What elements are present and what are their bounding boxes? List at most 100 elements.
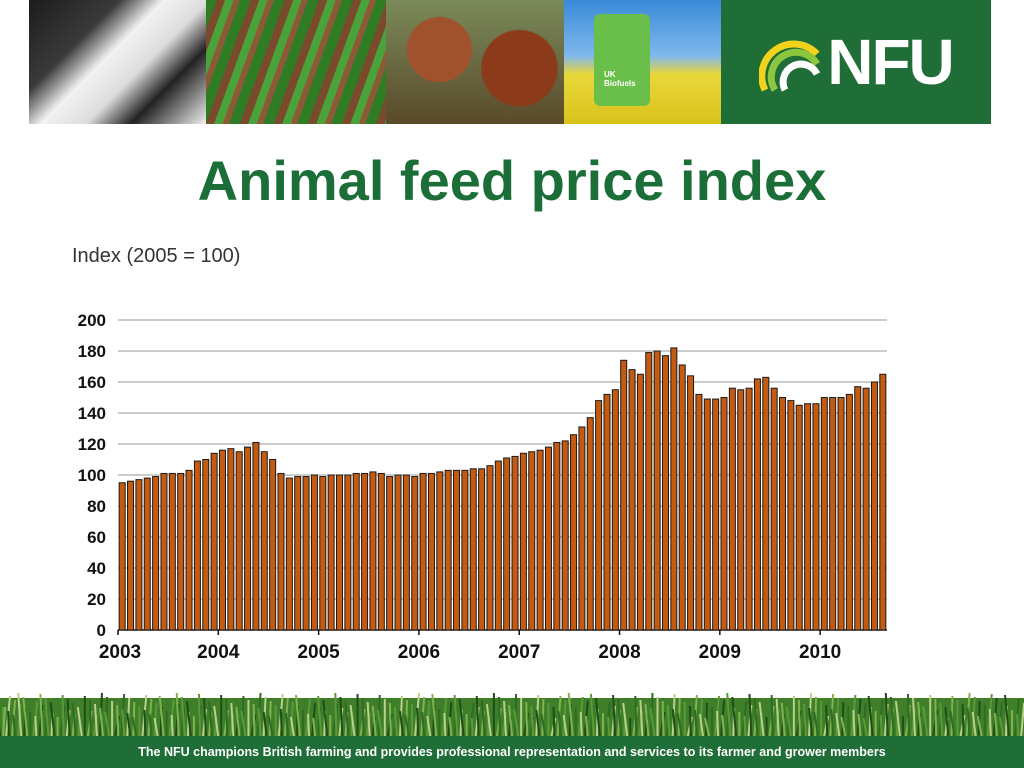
grass-blade <box>639 699 644 736</box>
grass-blade <box>617 698 623 736</box>
bar <box>327 474 335 631</box>
grass-blade <box>731 696 738 736</box>
bar <box>728 387 736 631</box>
grass-blade <box>39 693 44 736</box>
grass-blade <box>802 703 807 736</box>
bar <box>636 373 644 631</box>
rainbow-arc-icon <box>759 40 821 92</box>
bar <box>611 389 619 631</box>
bar <box>244 446 252 631</box>
grass-blade <box>398 710 404 736</box>
bar <box>661 355 670 631</box>
grass-blade <box>475 695 480 736</box>
grass-blade <box>841 701 845 736</box>
grass-blade <box>535 709 541 736</box>
grass-blade <box>867 695 874 736</box>
grass-blade <box>671 708 677 736</box>
bar <box>787 400 795 631</box>
y-tick-label: 0 <box>97 621 106 640</box>
bar <box>344 474 352 631</box>
bar <box>469 468 477 631</box>
bar <box>837 397 845 631</box>
bar <box>168 472 176 631</box>
grass-blade <box>944 706 950 736</box>
grass-blade <box>525 701 529 736</box>
bar <box>753 378 761 631</box>
grass-blade <box>716 710 720 736</box>
grass-blade <box>240 710 247 736</box>
bar <box>620 359 628 631</box>
x-tick-label: 2007 <box>498 642 540 663</box>
y-tick-label: 100 <box>78 466 106 485</box>
grass-blade <box>852 709 856 736</box>
bar <box>804 403 812 631</box>
biofuel-pump-photo: UK Biofuels <box>564 0 721 124</box>
bar <box>118 482 126 631</box>
bar <box>595 400 603 631</box>
grass-blade <box>971 711 977 736</box>
grass-blade <box>49 701 56 736</box>
bar <box>820 397 828 631</box>
x-tick-label: 2003 <box>99 642 141 663</box>
y-tick-label: 140 <box>78 404 106 423</box>
bar <box>436 471 444 631</box>
bar <box>310 474 318 631</box>
grass-blade <box>366 701 371 736</box>
bar <box>553 441 561 631</box>
grass-blade <box>104 711 111 736</box>
grass-blade <box>1003 694 1010 736</box>
bar <box>854 386 862 631</box>
grass-blade <box>993 712 998 736</box>
bar <box>494 460 502 631</box>
grass-blade <box>17 692 23 736</box>
bar <box>812 403 820 631</box>
grass-blade <box>322 699 329 736</box>
bar <box>453 469 461 631</box>
bar <box>160 472 168 631</box>
feed-price-chart: Index (2005 = 100) 0 20 40 60 80 100 120 140 160 1… <box>72 245 887 663</box>
grass-blade <box>797 699 801 736</box>
bar <box>127 480 135 631</box>
grass-blade <box>61 694 65 736</box>
bar <box>218 449 226 631</box>
grass-blade <box>34 715 38 736</box>
grass-blade <box>289 716 295 736</box>
y-tick-label: 40 <box>87 559 106 578</box>
grass-blade <box>158 695 165 736</box>
grass-blade <box>235 706 241 736</box>
grass-blade <box>197 693 201 736</box>
bar <box>628 369 636 631</box>
grass-blade <box>661 700 665 736</box>
grass-blade <box>208 701 214 736</box>
bar <box>427 472 435 631</box>
grass-blade <box>758 701 765 736</box>
grass-blade <box>284 712 289 736</box>
grass-blade <box>862 717 868 736</box>
grass-blade <box>349 704 356 736</box>
grass-blade <box>185 700 192 736</box>
fuel-pump-label: UK Biofuels <box>604 70 636 88</box>
grass-blade <box>889 696 895 736</box>
grass-blade <box>121 708 126 736</box>
grass-blade <box>485 703 492 736</box>
bar <box>394 474 402 631</box>
grass-blade <box>2 706 7 736</box>
grass-blade <box>704 717 710 736</box>
grass-blade <box>203 697 208 736</box>
grass-blade <box>939 702 944 736</box>
bar <box>503 457 511 631</box>
bar <box>511 455 519 631</box>
grass-blade <box>170 714 174 736</box>
grass-blade <box>294 694 301 736</box>
bar <box>277 472 285 631</box>
bar <box>143 477 151 631</box>
y-axis-title: Index (2005 = 100) <box>72 245 240 267</box>
grass-blade <box>607 716 611 736</box>
grass-blade <box>1016 713 1020 736</box>
grass-blade <box>552 706 556 736</box>
grass-blade <box>93 703 98 736</box>
grass-blade <box>666 704 671 736</box>
bar <box>152 476 160 631</box>
grass-blade <box>808 707 814 736</box>
bar <box>770 387 778 631</box>
